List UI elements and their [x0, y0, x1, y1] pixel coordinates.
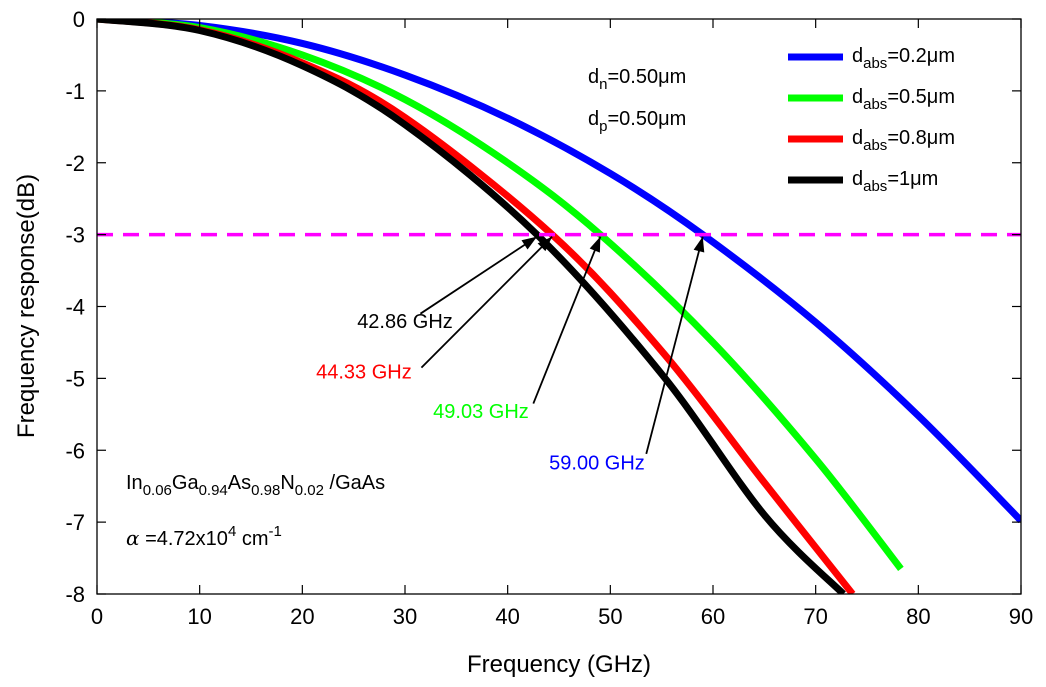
legend-entry: dabs=1μm — [852, 168, 938, 195]
annotation-label: 59.00 GHz — [549, 453, 645, 475]
y-tick-label: -1 — [65, 79, 85, 104]
material-composition: In0.06Ga0.94As0.98N0.02 /GaAs — [126, 472, 385, 499]
parameter-label: dn=0.50μm — [588, 66, 686, 93]
y-tick-label: -7 — [65, 510, 85, 535]
arrowhead — [537, 236, 553, 252]
y-tick-label: -8 — [65, 582, 85, 607]
annotation-arrow — [645, 236, 704, 455]
annotation-arrow — [419, 235, 538, 315]
x-tick-label: 60 — [701, 604, 725, 629]
arrowhead — [589, 236, 601, 253]
y-tick-label: -6 — [65, 438, 85, 463]
y-tick-label: -5 — [65, 366, 85, 391]
series-line-3 — [97, 19, 846, 594]
legend-entry: dabs=0.8μm — [852, 127, 955, 154]
x-tick-label: 70 — [803, 604, 827, 629]
y-tick-label: -4 — [65, 295, 85, 320]
x-tick-label: 0 — [91, 604, 103, 629]
material-label: In0.06Ga0.94As0.98N0.02 /GaAs α =4.72x104… — [126, 472, 385, 550]
parameter-labels: dn=0.50μm dp=0.50μm — [588, 66, 686, 135]
curves-layer — [97, 19, 1021, 594]
annotation-label: 42.86 GHz — [357, 311, 453, 333]
arrowhead — [693, 236, 705, 253]
series-line-0 — [97, 19, 1021, 524]
x-tick-label: 90 — [1009, 604, 1033, 629]
annotation-arrow — [420, 235, 553, 369]
series-line-1 — [97, 19, 904, 571]
annotations-layer: 42.86 GHz 44.33 GHz 49.03 GHz 59.00 GHz — [316, 235, 705, 475]
x-tick-label: 50 — [598, 604, 622, 629]
plot-area — [97, 19, 1021, 594]
y-tick-label: 0 — [73, 7, 85, 32]
absorption-coefficient: α =4.72x104 cm-1 — [126, 523, 282, 550]
x-tick-label: 10 — [187, 604, 211, 629]
arrowhead — [521, 236, 538, 250]
annotation-label: 49.03 GHz — [433, 401, 529, 423]
axis-ticks: 0 10 20 30 40 50 60 70 80 90 0 -1 -2 -3 -4 -5 -6 -7 -8 — [65, 7, 1033, 629]
annotation-label: 44.33 GHz — [316, 361, 412, 383]
x-tick-label: 20 — [290, 604, 314, 629]
y-tick-label: -3 — [65, 223, 85, 248]
legend: dabs=0.2μm dabs=0.5μm dabs=0.8μm dabs=1μm — [788, 45, 955, 195]
legend-entry: dabs=0.5μm — [852, 86, 955, 113]
legend-entry: dabs=0.2μm — [852, 45, 955, 72]
x-axis-title: Frequency (GHz) — [467, 651, 651, 678]
x-tick-label: 80 — [906, 604, 930, 629]
x-tick-label: 30 — [393, 604, 417, 629]
y-axis-title: Frequency response(dB) — [13, 174, 40, 438]
y-tick-label: -2 — [65, 151, 85, 176]
parameter-label: dp=0.50μm — [588, 108, 686, 135]
annotation-arrow — [532, 236, 602, 404]
x-tick-label: 40 — [495, 604, 519, 629]
